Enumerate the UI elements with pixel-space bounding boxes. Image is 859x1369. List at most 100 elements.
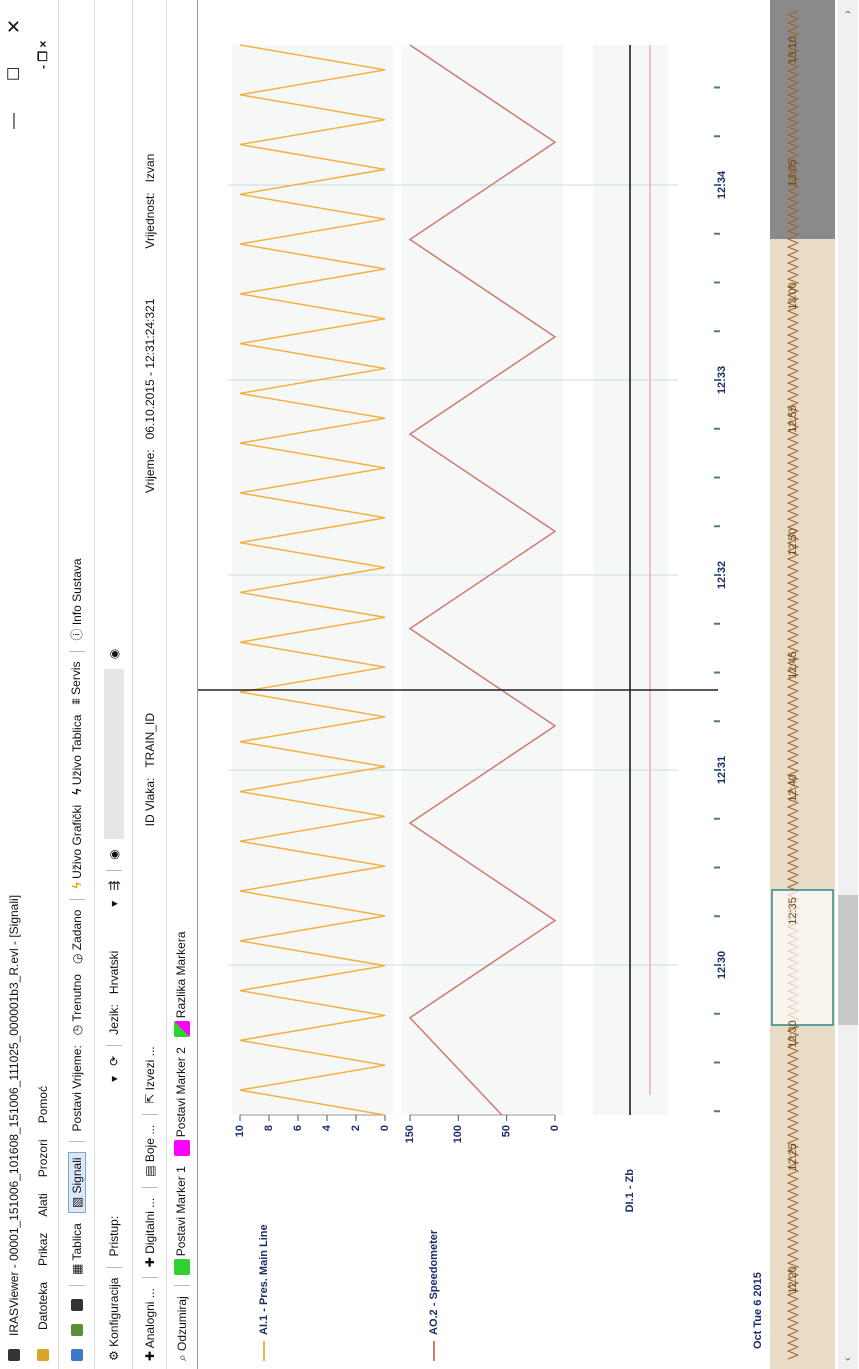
button[interactable]: ⓘ Info Sustava <box>70 558 84 641</box>
label: Uživo Grafički <box>69 804 84 879</box>
y-tick-label: 6 <box>292 1125 304 1131</box>
refresh[interactable]: ⟳ <box>106 1055 121 1066</box>
overview-label: 13:00 <box>787 282 799 310</box>
overview-label: 12:50 <box>787 528 799 556</box>
button[interactable]: ϟ Uživo Grafički <box>69 804 84 889</box>
label: Zadano <box>69 909 84 951</box>
label: Signali <box>69 1157 84 1194</box>
progress <box>103 669 124 840</box>
label: Pristup: <box>106 1215 121 1257</box>
menu-item[interactable]: Datoteka <box>36 1281 50 1330</box>
icon[interactable]: ◉ <box>106 849 121 860</box>
y-tick-label: 50 <box>501 1125 513 1137</box>
label: Postavi Marker 1 <box>174 1166 189 1257</box>
title-bar: IRASViewer - 00001_151006_101608_151006_… <box>0 0 28 1369</box>
y-tick-label: 4 <box>321 1124 333 1131</box>
icon[interactable]: ◉ <box>106 648 121 660</box>
label: Jezik: <box>106 1004 121 1035</box>
scroll-thumb[interactable] <box>838 895 858 1025</box>
label: Vrijednost: <box>142 192 157 249</box>
label: ID Vlaka: <box>142 777 157 827</box>
label: Tablica <box>69 1223 84 1261</box>
overview-dim <box>770 0 835 239</box>
config-bar: ⚙ Konfiguracija Pristup: ▾ ⟳ Jezik: Hrva… <box>94 0 132 1369</box>
icon[interactable]: ⇶ <box>106 880 121 891</box>
app-icon <box>8 1349 20 1361</box>
y-tick-label: 10 <box>234 1125 246 1137</box>
chart: 12:30 12:31 12:32 12:33 12:34 Oct Tue 6 2015 A… <box>198 0 858 1369</box>
button[interactable]: ⩩ Servis <box>69 661 83 705</box>
value: 06.10.2015 - 12:31:24:321 <box>142 298 157 440</box>
menu-item[interactable]: Prozori <box>36 1139 50 1178</box>
overview-label: 12:25 <box>787 1143 799 1171</box>
dropdown[interactable]: ▾ <box>106 900 121 907</box>
button[interactable]: ▤ Boje ... <box>142 1124 157 1177</box>
maximize[interactable]: ☐ <box>6 66 23 81</box>
overview-bg <box>770 0 835 1369</box>
value: TRAIN_ID <box>142 712 157 768</box>
time-tick-label: 12:31 <box>716 756 728 784</box>
label: Boje ... <box>142 1124 157 1163</box>
legend-label: AO.2 - Speedometer <box>428 1229 440 1335</box>
button[interactable]: ⇱ Izvezi ... <box>142 1046 157 1104</box>
marker-bar: ⌕ Odzumiraj Postavi Marker 1 Postavi Mar… <box>166 0 198 1369</box>
button[interactable]: ◷ Trenutno <box>69 974 84 1036</box>
label: Trenutno <box>69 974 84 1022</box>
icon[interactable] <box>70 1349 83 1361</box>
button[interactable]: ▧ Signali <box>67 1152 86 1214</box>
label: Analogni ... <box>142 1288 157 1349</box>
button[interactable]: ⚙ Konfiguracija <box>106 1277 121 1361</box>
close[interactable]: ✕ <box>3 18 24 34</box>
overview-label: 12:45 <box>787 651 799 679</box>
menu-item[interactable]: Prikaz <box>36 1232 50 1266</box>
dropdown[interactable]: Hrvatski <box>106 950 121 995</box>
mdi-controls[interactable]: - ❐ × <box>36 40 50 69</box>
signals-bar: ✚ Analogni ... ✚ Digitalni ... ▤ Boje ..… <box>132 0 166 1369</box>
signal-line <box>239 44 386 1116</box>
button[interactable]: ⌕ Odzumiraj <box>174 1296 189 1361</box>
button[interactable]: ◶ Zadano <box>69 909 84 965</box>
button[interactable]: ▦ Tablica <box>69 1223 84 1275</box>
signal-line <box>408 44 557 1116</box>
label: Izvezi ... <box>142 1046 157 1091</box>
window-title: IRASViewer - 00001_151006_101608_151006_… <box>7 894 21 1336</box>
legend-label: AI.1 - Pres. Main Line <box>258 1224 270 1335</box>
menu-item[interactable]: Alati <box>36 1193 50 1217</box>
button[interactable]: Postavi Marker 1 <box>174 1166 190 1276</box>
y-tick-label: 100 <box>452 1125 464 1143</box>
overview-label: 12:30 <box>787 1020 799 1048</box>
label: Razlika Markera <box>174 931 189 1019</box>
minimize[interactable]: — <box>5 113 22 129</box>
dropdown[interactable]: ▾ <box>106 1075 121 1082</box>
menu-bar: Datoteka Prikaz Alati Prozori Pomoć - ❐ × <box>28 0 58 1369</box>
time-tick-label: 12:30 <box>716 951 728 979</box>
button[interactable]: Postavi Marker 2 <box>174 1047 190 1157</box>
overview-label: 12:20 <box>787 1266 799 1294</box>
label: Uživo Tablica <box>69 714 84 786</box>
overview-label: 13:05 <box>787 159 799 187</box>
time-tick-label: 12:34 <box>716 170 728 199</box>
button[interactable]: ✚ Analogni ... <box>142 1288 157 1361</box>
button[interactable]: ✚ Digitalni ... <box>142 1197 157 1268</box>
value: Izvan <box>142 153 157 183</box>
button[interactable]: ϟ Uživo Tablica <box>69 714 84 795</box>
y-tick-label: 0 <box>549 1125 561 1131</box>
label: Odzumiraj <box>174 1296 189 1351</box>
overview-label: 12:40 <box>787 774 799 802</box>
y-tick-label: 2 <box>350 1125 362 1131</box>
overview-label: 13:10 <box>787 36 799 64</box>
label: Konfiguracija <box>106 1277 121 1347</box>
button[interactable]: Razlika Markera <box>174 931 190 1038</box>
icon[interactable] <box>70 1324 83 1336</box>
menu-icon <box>37 1349 49 1361</box>
icon[interactable] <box>70 1299 83 1311</box>
scroll-left: ‹ <box>842 1357 854 1361</box>
label: Vrijeme: <box>142 449 157 493</box>
y-tick-label: 0 <box>379 1125 391 1131</box>
digital-label: DI.1 - Zb <box>624 1169 636 1213</box>
label: Postavi Marker 2 <box>174 1047 189 1138</box>
menu-item[interactable]: Pomoć <box>36 1085 50 1124</box>
overview-window <box>771 889 834 1026</box>
y-tick-label: 150 <box>404 1125 416 1143</box>
